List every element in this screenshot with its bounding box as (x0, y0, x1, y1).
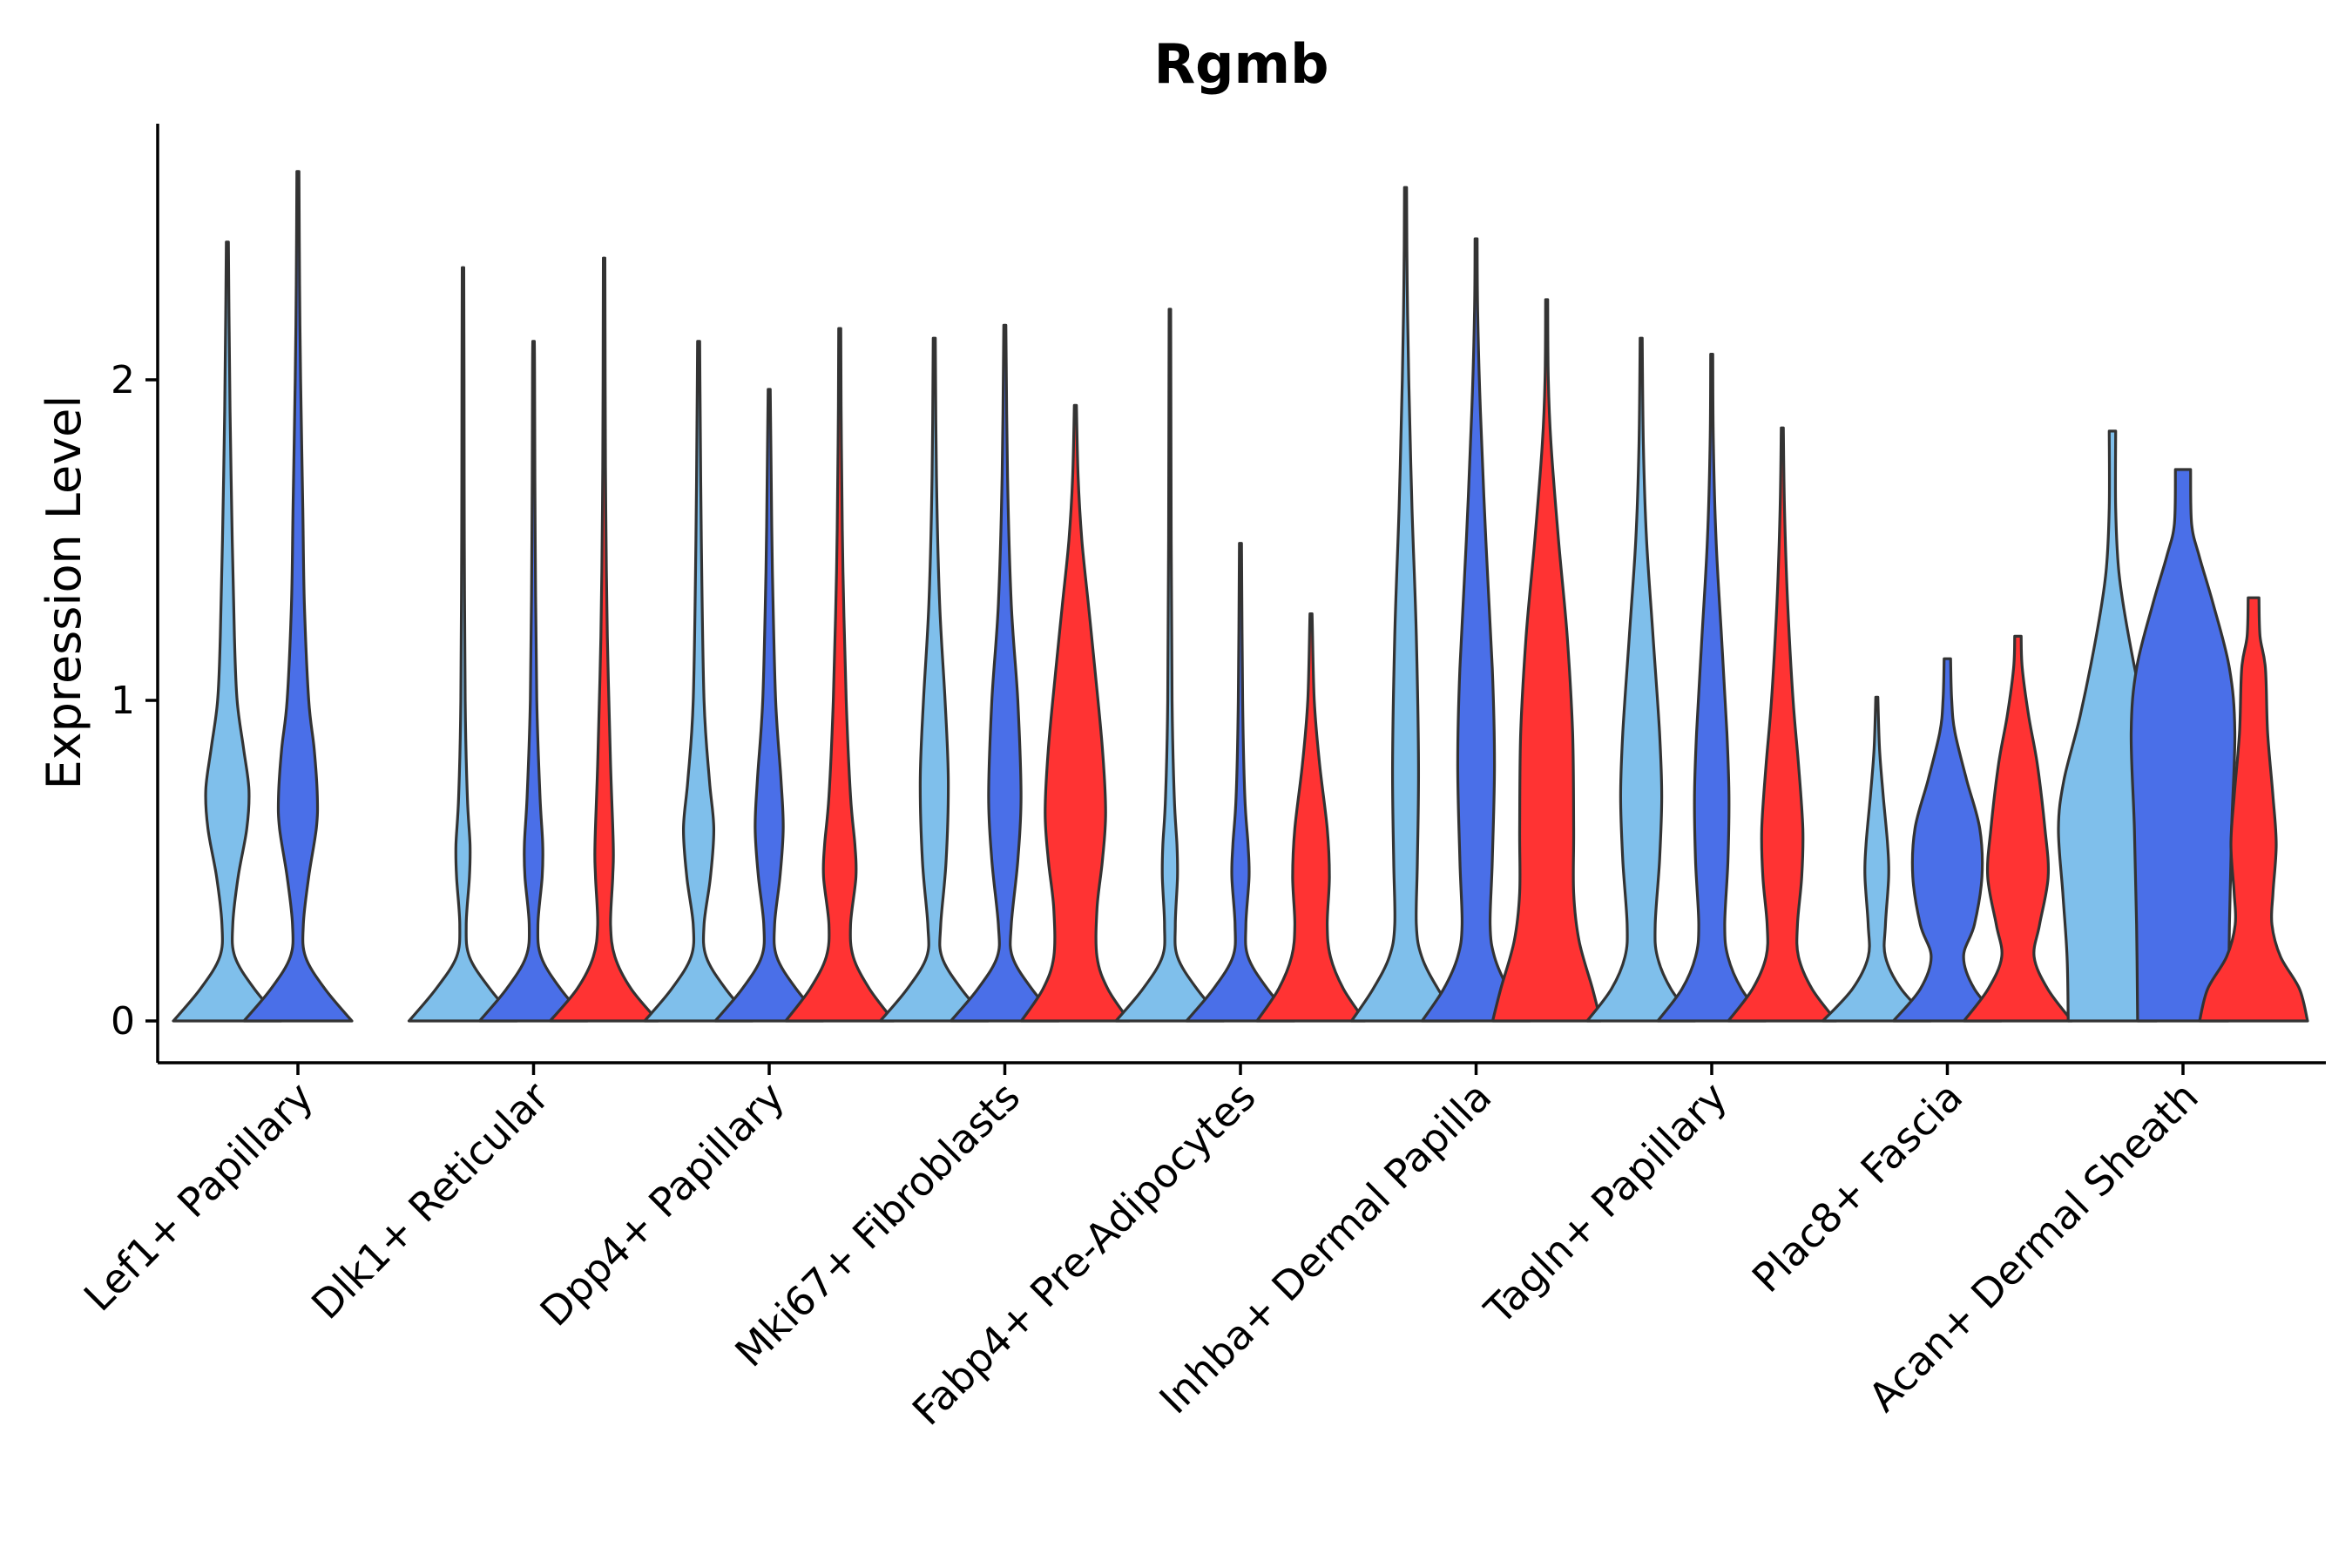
y-axis-ticks: 0 1 2 (111, 358, 158, 1044)
y-tick-label: 0 (111, 999, 135, 1044)
x-tick-label: Tagln+ Papillary (1475, 1073, 1736, 1335)
violin-group2 (1891, 657, 2004, 1023)
y-tick-label: 1 (111, 679, 135, 723)
violin-group3 (784, 327, 896, 1023)
violin-group1 (878, 336, 990, 1023)
y-axis-label: Expression Level (37, 395, 91, 790)
violin-group3 (1490, 298, 1603, 1023)
x-tick-label: Lef1+ Papillary (75, 1073, 322, 1321)
violin-group1 (643, 340, 754, 1023)
violin-group1 (1114, 308, 1226, 1023)
violin-group2 (242, 170, 354, 1023)
x-tick-label: Plac8+ Fascia (1743, 1073, 1971, 1301)
violin-group3 (1019, 403, 1132, 1023)
violin-group2 (1656, 353, 1767, 1023)
violin-group3 (2198, 596, 2309, 1023)
violin-group2 (949, 323, 1061, 1023)
violin-group2 (1185, 542, 1296, 1023)
violin-group2 (1420, 237, 1532, 1023)
x-tick-label: Dlk1+ Reticular (302, 1073, 558, 1328)
violin-group1 (172, 240, 283, 1023)
violin-group1 (1821, 695, 1933, 1023)
x-tick-label: Dpp4+ Papillary (531, 1073, 794, 1335)
violins-layer (172, 170, 2309, 1023)
violin-group3 (1255, 612, 1367, 1023)
violin-group1 (407, 266, 519, 1023)
violin-group3 (1727, 426, 1838, 1023)
violin-group2 (2129, 468, 2237, 1023)
y-tick-label: 2 (111, 358, 135, 402)
violin-group1 (1585, 336, 1697, 1023)
chart-title: Rgmb (1153, 32, 1328, 96)
violin-group2 (477, 340, 590, 1023)
violin-group3 (1962, 634, 2074, 1023)
violin-group3 (548, 256, 660, 1023)
violin-group2 (713, 388, 825, 1023)
violin-group1 (1349, 186, 1462, 1023)
